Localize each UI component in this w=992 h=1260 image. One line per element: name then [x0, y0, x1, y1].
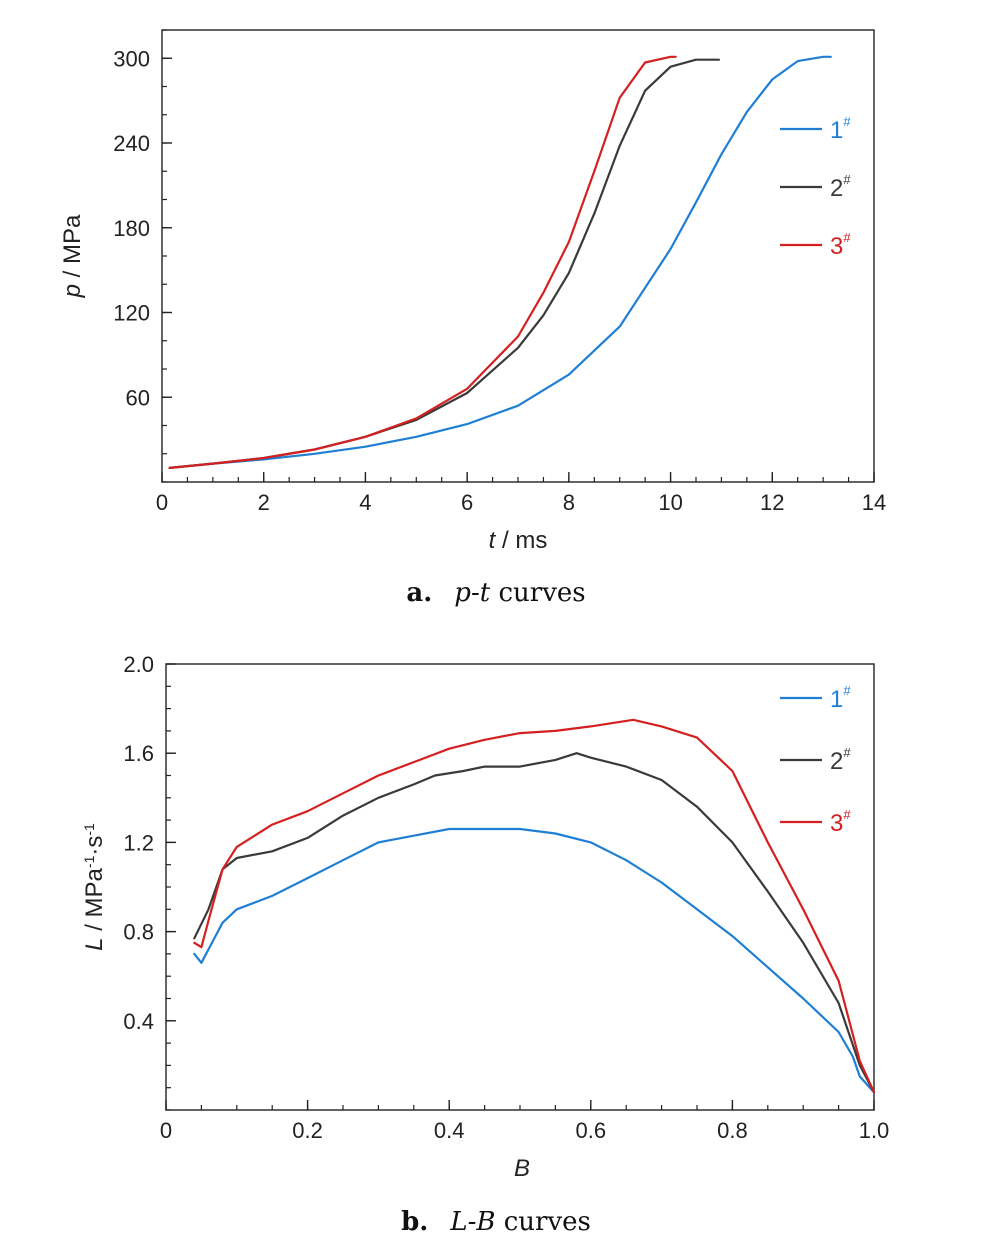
- x-tick-label: 1.0: [859, 1118, 890, 1143]
- chart-b-ylabel-var: L: [81, 937, 108, 950]
- x-tick-label: 4: [359, 490, 371, 515]
- chart-b-plot-frame: [165, 663, 875, 1111]
- x-tick-label: 0.4: [434, 1118, 465, 1143]
- chart-b: 0 0.2 0.4 0.6 0.8 1.00.40.81.21.62.0 L / MPa-…: [81, 652, 889, 1237]
- chart-a-lines: [168, 55, 832, 469]
- series-line-2: [168, 58, 721, 469]
- series-line-1: [168, 55, 832, 469]
- x-tick-label: 8: [563, 490, 575, 515]
- y-tick-label: 60: [126, 385, 150, 410]
- chart-b-caption-letter: b.: [401, 1207, 428, 1237]
- y-tick-label: 1.6: [123, 741, 154, 766]
- y-tick-label: 1.2: [123, 830, 154, 855]
- y-tick-label: 300: [113, 46, 150, 71]
- x-tick-label: 10: [658, 490, 682, 515]
- chart-a-xlabel: t / ms: [489, 527, 548, 554]
- legend-label-1: 1#: [830, 683, 851, 713]
- chart-b-ylabel-sup1: -1: [81, 855, 97, 868]
- chart-b-ylabel-sup2: -1: [81, 823, 97, 836]
- x-tick-label: 14: [862, 490, 886, 515]
- chart-a-ylabel: p / MPa: [59, 214, 86, 298]
- chart-b-caption-text: curves: [495, 1207, 590, 1237]
- chart-b-lines: [193, 718, 876, 1094]
- y-tick-label: 2.0: [123, 652, 154, 677]
- chart-a-caption: a. p-t curves: [406, 578, 585, 608]
- x-tick-label: 0: [160, 1118, 172, 1143]
- series-line-2: [193, 752, 876, 1094]
- chart-b-legend: 1# 2# 3#: [780, 683, 851, 837]
- chart-a: 0 2 4 6 8 10 12 14 60 120 180 240 300 p / MPa t / ms…: [59, 29, 886, 608]
- chart-b-ylabel-mid: ·s: [81, 836, 108, 856]
- y-tick-label: 0.8: [123, 920, 154, 945]
- legend-label-3: 3#: [830, 807, 851, 837]
- chart-b-caption-var: L-B: [449, 1207, 495, 1237]
- legend-label-2: 2#: [830, 745, 851, 775]
- chart-b-xlabel: B: [514, 1155, 530, 1182]
- legend-label-3: 3#: [830, 230, 851, 260]
- chart-a-legend: 1# 2# 3#: [780, 114, 851, 260]
- x-tick-label: 6: [461, 490, 473, 515]
- chart-b-caption: b. L-B curves: [401, 1207, 591, 1237]
- x-tick-label: 0: [156, 490, 168, 515]
- y-tick-label: 240: [113, 131, 150, 156]
- x-tick-label: 0.8: [717, 1118, 748, 1143]
- series-line-3: [168, 55, 677, 469]
- chart-a-ylabel-unit: / MPa: [59, 214, 86, 284]
- chart-a-caption-text: curves: [490, 578, 585, 608]
- x-tick-label: 0.6: [576, 1118, 607, 1143]
- x-tick-label: 12: [760, 490, 784, 515]
- x-tick-label: 0.2: [292, 1118, 323, 1143]
- chart-b-ylabel: L / MPa-1·s-1: [81, 823, 108, 951]
- y-tick-label: 120: [113, 301, 150, 326]
- y-tick-label: 180: [113, 216, 150, 241]
- chart-a-caption-letter: a.: [406, 578, 432, 608]
- chart-a-xlabel-var: t: [489, 527, 497, 554]
- chart-a-ylabel-var: p: [59, 284, 86, 298]
- chart-a-ticks: 0 2 4 6 8 10 12 14 60 120 180 240 300: [113, 29, 886, 515]
- y-tick-label: 0.4: [123, 1009, 154, 1034]
- series-line-1: [193, 827, 876, 1094]
- legend-label-2: 2#: [830, 172, 851, 202]
- chart-a-xlabel-unit: / ms: [495, 527, 547, 554]
- chart-a-caption-var: p-t: [454, 578, 490, 608]
- legend-label-1: 1#: [830, 114, 851, 144]
- x-tick-label: 2: [258, 490, 270, 515]
- series-line-3: [193, 718, 876, 1094]
- chart-b-ylabel-unit: / MPa: [81, 867, 108, 937]
- chart-b-ticks: 0 0.2 0.4 0.6 0.8 1.0 0.4 0.8 1.2 1.6 2.0: [123, 652, 889, 1143]
- chart-a-plot-frame: [161, 29, 875, 483]
